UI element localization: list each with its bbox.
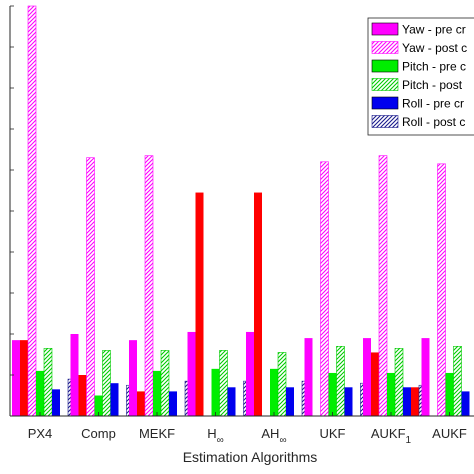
x-axis-title: Estimation Algorithms bbox=[183, 449, 318, 465]
bar-yaw-post-c-5 bbox=[320, 161, 329, 417]
bar-yaw-pre-cr-1 bbox=[70, 334, 79, 416]
legend-label: Pitch - pre c bbox=[402, 60, 466, 74]
legend-swatch bbox=[371, 115, 399, 128]
bar-pitch-pre-c-5 bbox=[328, 372, 337, 416]
bar-yaw-post-c-1 bbox=[86, 157, 95, 417]
x-tick-label: H∞ bbox=[207, 426, 224, 446]
x-tick-label: AUKF bbox=[432, 426, 467, 441]
bar-unlabeled-series-7-6 bbox=[411, 387, 419, 416]
legend-swatch bbox=[371, 41, 399, 54]
bar-pitch-post-2 bbox=[160, 350, 170, 417]
x-tick-label: MEKF bbox=[139, 426, 175, 441]
legend-label: Roll - pre cr bbox=[402, 97, 464, 111]
bar-roll-pre-cr-7 bbox=[461, 391, 470, 416]
bar-pitch-post-6 bbox=[394, 348, 404, 417]
bar-roll-pre-cr-0 bbox=[52, 389, 60, 416]
bar-roll-pre-cr-4 bbox=[286, 387, 294, 416]
bar-unlabeled-series-6-6 bbox=[371, 352, 379, 416]
bar-unlabeled-series-6-4 bbox=[254, 192, 262, 416]
legend-swatch bbox=[371, 78, 399, 91]
bar-pitch-post-4 bbox=[277, 352, 287, 417]
bar-unlabeled-series-6-1 bbox=[78, 375, 87, 416]
bar-yaw-pre-cr-2 bbox=[129, 340, 137, 416]
legend-swatch bbox=[371, 59, 399, 73]
bar-pitch-post-0 bbox=[43, 348, 53, 417]
bar-unlabeled-series-6-2 bbox=[137, 391, 145, 416]
bar-pitch-pre-c-1 bbox=[94, 395, 103, 416]
bar-yaw-post-c-7 bbox=[437, 163, 446, 417]
x-tick-label: AUKF1 bbox=[371, 426, 412, 446]
bar-roll-pre-cr-5 bbox=[344, 387, 353, 416]
legend-label: Yaw - post c bbox=[402, 41, 467, 55]
bar-pitch-post-7 bbox=[453, 345, 462, 417]
bar-yaw-post-c-0 bbox=[27, 5, 37, 417]
bar-pitch-pre-c-2 bbox=[153, 370, 161, 416]
legend: Yaw - pre cr Yaw - post c Pitch - pre c Pit… bbox=[367, 17, 474, 136]
bar-yaw-pre-cr-6 bbox=[363, 338, 371, 416]
bar-yaw-post-c-2 bbox=[144, 155, 154, 417]
bar-pitch-pre-c-0 bbox=[36, 370, 44, 416]
bar-roll-pre-cr-2 bbox=[169, 391, 177, 416]
bar-yaw-pre-cr-3 bbox=[187, 331, 196, 416]
bar-roll-pre-cr-6 bbox=[403, 387, 411, 416]
x-tick-label: AH∞ bbox=[261, 426, 286, 446]
bar-pitch-pre-c-3 bbox=[211, 368, 220, 416]
bar-yaw-pre-cr-0 bbox=[12, 340, 20, 416]
bar-yaw-pre-cr-4 bbox=[246, 331, 254, 416]
x-tick-label: PX4 bbox=[28, 426, 53, 441]
bar-pitch-pre-c-4 bbox=[270, 368, 278, 416]
x-tick-label: UKF bbox=[320, 426, 346, 441]
legend-swatch bbox=[371, 96, 399, 110]
bar-pitch-post-1 bbox=[102, 350, 111, 417]
bar-yaw-post-c-6 bbox=[378, 155, 388, 417]
bar-pitch-pre-c-6 bbox=[387, 372, 395, 416]
bar-pitch-post-3 bbox=[219, 350, 228, 417]
legend-swatch bbox=[371, 22, 399, 36]
legend-label: Yaw - pre cr bbox=[402, 23, 466, 37]
x-tick-label: Comp bbox=[81, 426, 116, 441]
bar-pitch-post-5 bbox=[336, 345, 345, 417]
legend-label: Pitch - post bbox=[402, 78, 463, 92]
bar-unlabeled-series-6-3 bbox=[195, 192, 204, 416]
bar-yaw-pre-cr-5 bbox=[304, 338, 313, 416]
axes-group: PX4 Comp MEKF H∞ AH∞ UKF AUKF1 AUKF bbox=[9, 5, 474, 446]
bar-roll-pre-cr-1 bbox=[110, 383, 119, 416]
legend-label: Roll - post c bbox=[402, 115, 465, 129]
bar-yaw-pre-cr-7 bbox=[421, 338, 430, 416]
bar-pitch-pre-c-7 bbox=[445, 372, 454, 416]
bar-roll-pre-cr-3 bbox=[227, 387, 236, 416]
bar-unlabeled-series-6-0 bbox=[20, 340, 28, 416]
